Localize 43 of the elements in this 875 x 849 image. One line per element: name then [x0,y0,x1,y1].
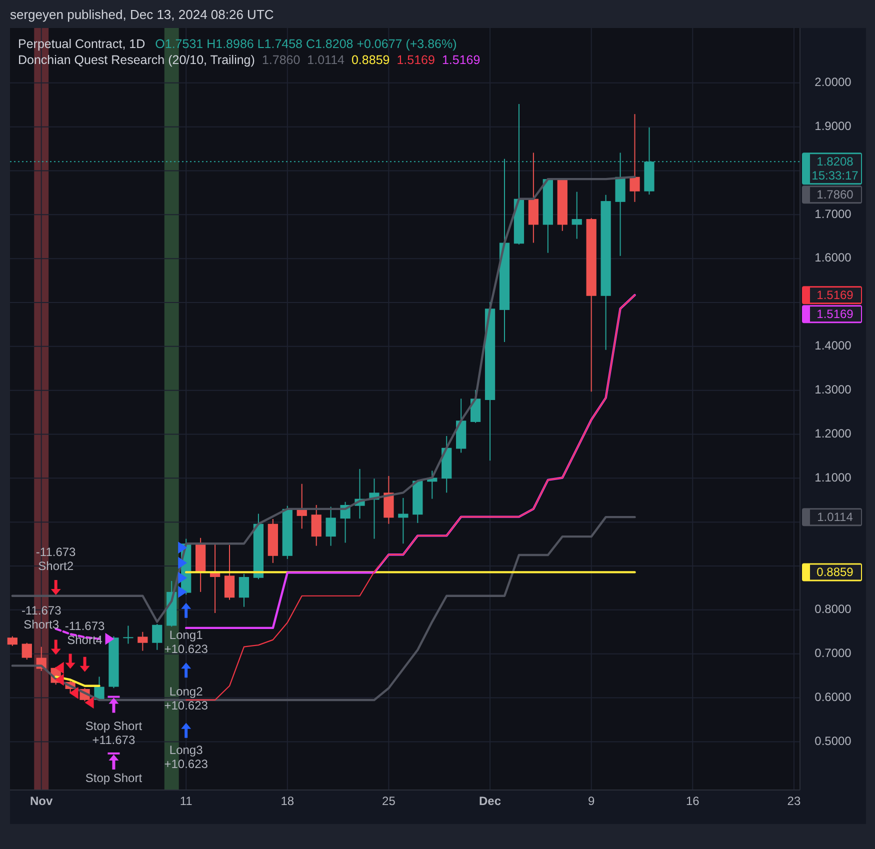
y-tick-label: 2.0000 [814,75,852,90]
y-tick-label: 0.6000 [814,690,852,704]
x-tick-label: 23 [787,794,801,808]
text: Perpetual Contract, 1D [18,37,146,51]
y-tick-label: 1.7000 [814,206,852,221]
text: 1.0114 [307,53,344,67]
x-tick-label: 9 [588,794,595,808]
y-tick-label: 1.2000 [814,426,852,440]
text: sergeyen published, Dec 13, 2024 08:26 UTC [10,7,274,22]
y-tick-label: 0.8000 [814,602,852,616]
text: 1.0114 [817,510,854,524]
y-tick-label: 1.6000 [814,250,852,265]
annotation: -11.673 Short3 [21,604,62,632]
text: 1.7860 [262,53,300,67]
text: 1.5169 [816,288,854,302]
annotation: Stop Short +11.673 [85,718,143,747]
ref-line-label: 1.8208 15:33:17 [812,154,859,183]
text: 1.5169 [442,53,480,67]
annotation: Long2 +10.623 [164,684,208,713]
text: 1.7860 [816,188,854,202]
x-tick-label: Nov [30,794,54,808]
y-tick-label: 0.7000 [814,646,852,660]
y-tick-label: 1.1000 [814,470,852,484]
y-tick-label: 1.3000 [814,382,852,397]
legend-label: 1.5169 [816,307,854,322]
y-tick-label: 1.9000 [814,118,852,133]
x-tick-label: Dec [479,794,502,808]
text: 0.8859 [351,53,390,67]
x-tick-label: 25 [382,794,396,808]
annotation: -11.673 Short2 [36,545,76,574]
y-tick-label: 0.5000 [814,734,852,748]
annotation: Long1 +10.623 [164,628,208,656]
annotation: Stop Short [85,771,143,786]
text: 0.8859 [816,565,854,580]
x-tick-label: 18 [280,794,294,808]
annotation: -11.673 Short4 [64,619,106,648]
annotation: Long3 +10.623 [164,743,208,772]
y-tick-label: 1.4000 [814,338,852,353]
text: O1.7531 H1.8986 L1.7458 C1.8208 +0.0677 (+3.86%) [155,37,457,51]
legend-title: Donchian Quest Research (20/10, Trailing) [18,53,255,67]
x-tick-label: 11 [180,794,193,808]
x-tick-label: 16 [686,794,700,808]
text: 1.5169 [396,53,435,67]
